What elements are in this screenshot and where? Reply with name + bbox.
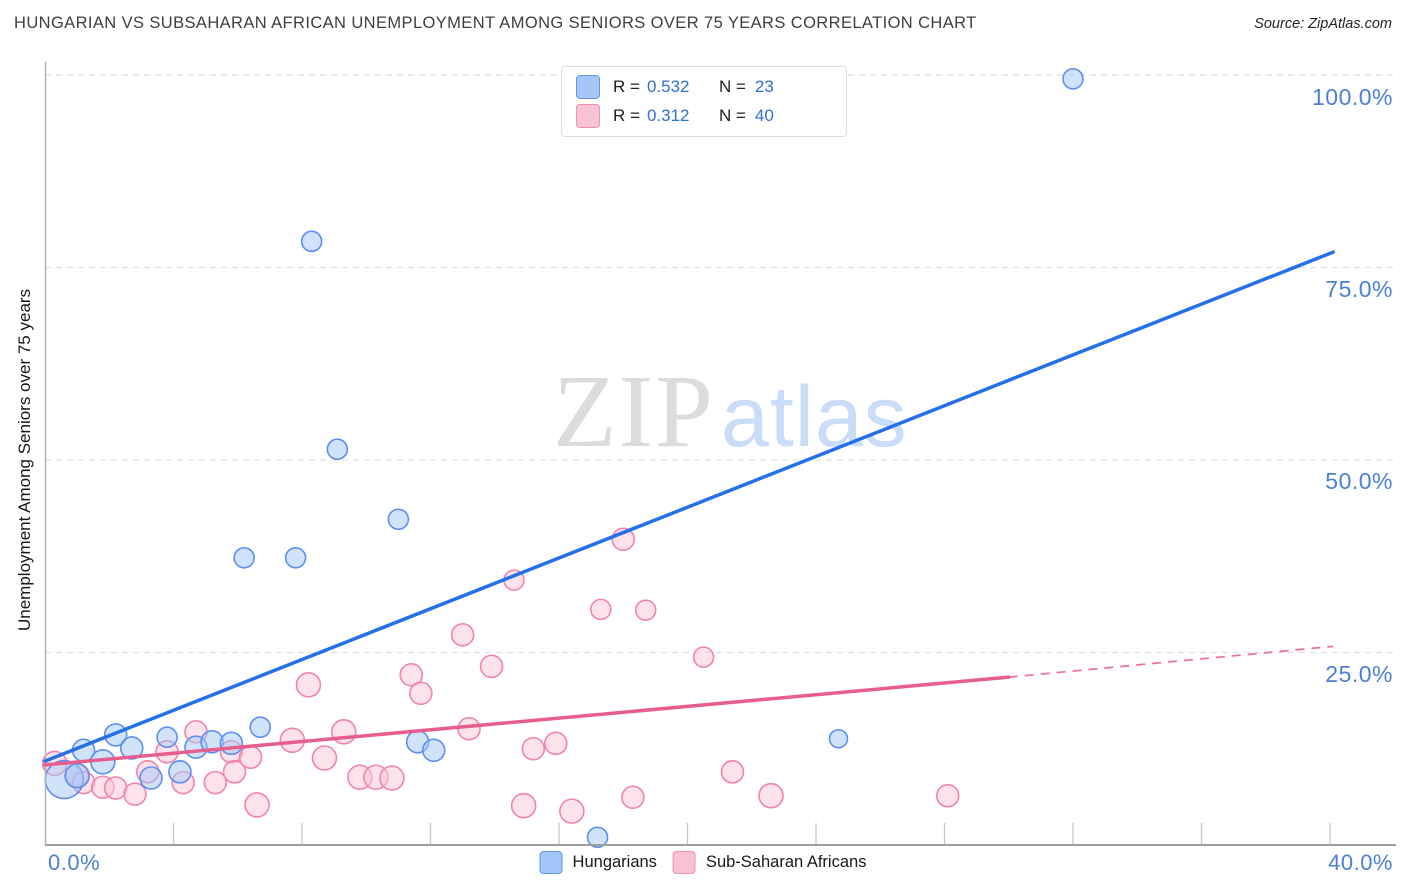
n-label: N = bbox=[718, 77, 746, 96]
point-hungarians[interactable] bbox=[233, 546, 255, 569]
point-hungarians[interactable] bbox=[219, 731, 244, 756]
point-sub-saharan-africans[interactable] bbox=[311, 745, 338, 771]
point-hungarians[interactable] bbox=[387, 508, 410, 531]
hungarians-legend-label: Hungarians bbox=[572, 853, 657, 871]
r-value: 0.532 bbox=[646, 77, 690, 96]
subsaharan-legend-label: Sub-Saharan Africans bbox=[705, 853, 867, 871]
point-hungarians[interactable] bbox=[139, 766, 163, 790]
trendline-extension-sub-saharan-africans bbox=[1008, 645, 1334, 679]
legend-item-hungarians[interactable]: Hungarians bbox=[539, 851, 657, 874]
point-sub-saharan-africans[interactable] bbox=[379, 765, 405, 791]
stats-legend-box: R = 0.532 N = 23 R = 0.312 N = 40 bbox=[561, 66, 847, 137]
point-hungarians[interactable] bbox=[64, 762, 90, 789]
point-sub-saharan-africans[interactable] bbox=[589, 598, 612, 621]
series-legend: Hungarians Sub-Saharan Africans bbox=[539, 851, 867, 874]
point-hungarians[interactable] bbox=[828, 728, 849, 749]
point-hungarians[interactable] bbox=[249, 716, 272, 738]
point-sub-saharan-africans[interactable] bbox=[295, 672, 322, 698]
x-axis-max-label: 40.0% bbox=[1328, 850, 1393, 875]
page-title: HUNGARIAN VS SUBSAHARAN AFRICAN UNEMPLOY… bbox=[14, 14, 977, 32]
point-sub-saharan-africans[interactable] bbox=[479, 654, 504, 679]
point-sub-saharan-africans[interactable] bbox=[244, 792, 270, 818]
n-value: 23 bbox=[754, 77, 774, 96]
n-value: 40 bbox=[754, 106, 774, 125]
point-sub-saharan-africans[interactable] bbox=[409, 681, 433, 706]
point-sub-saharan-africans[interactable] bbox=[521, 736, 546, 761]
point-hungarians[interactable] bbox=[284, 546, 307, 569]
point-hungarians[interactable] bbox=[326, 438, 349, 461]
stats-legend-row-hungarians: R = 0.532 N = 23 bbox=[576, 75, 832, 99]
legend-item-subsaharan[interactable]: Sub-Saharan Africans bbox=[672, 851, 867, 874]
subsaharan-legend-swatch bbox=[672, 851, 696, 874]
subsaharan-swatch bbox=[576, 104, 600, 128]
point-sub-saharan-africans[interactable] bbox=[543, 731, 568, 756]
point-sub-saharan-africans[interactable] bbox=[399, 663, 424, 687]
y-tick-label-25: 25.0% bbox=[1325, 661, 1393, 687]
trendline-sub-saharan-africans bbox=[43, 675, 1011, 767]
x-axis-min-label: 0.0% bbox=[48, 850, 101, 875]
point-hungarians[interactable] bbox=[156, 726, 178, 749]
y-tick-label-100: 100.0% bbox=[1311, 84, 1393, 110]
point-hungarians[interactable] bbox=[300, 230, 323, 253]
n-label: N = bbox=[718, 106, 746, 125]
point-sub-saharan-africans[interactable] bbox=[203, 770, 228, 795]
point-sub-saharan-africans[interactable] bbox=[238, 745, 263, 770]
point-sub-saharan-africans[interactable] bbox=[450, 622, 475, 647]
point-sub-saharan-africans[interactable] bbox=[222, 760, 247, 784]
point-hungarians[interactable] bbox=[421, 738, 446, 763]
point-sub-saharan-africans[interactable] bbox=[123, 782, 147, 806]
point-sub-saharan-africans[interactable] bbox=[621, 785, 645, 810]
source-attribution: Source: ZipAtlas.com bbox=[1254, 16, 1392, 32]
point-sub-saharan-africans[interactable] bbox=[720, 760, 745, 784]
point-sub-saharan-africans[interactable] bbox=[510, 792, 537, 819]
point-sub-saharan-africans[interactable] bbox=[935, 783, 960, 808]
point-sub-saharan-africans[interactable] bbox=[692, 646, 715, 668]
r-value: 0.312 bbox=[646, 106, 690, 125]
point-sub-saharan-africans[interactable] bbox=[559, 798, 585, 824]
stats-legend-row-subsaharan: R = 0.312 N = 40 bbox=[576, 104, 832, 128]
hungarians-swatch bbox=[576, 75, 600, 99]
point-sub-saharan-africans[interactable] bbox=[634, 599, 657, 621]
y-tick-label-75: 75.0% bbox=[1325, 276, 1393, 302]
point-hungarians[interactable] bbox=[1062, 68, 1084, 90]
point-hungarians[interactable] bbox=[586, 826, 609, 849]
hungarians-legend-swatch bbox=[539, 851, 563, 874]
r-label: R = bbox=[613, 77, 640, 96]
point-hungarians[interactable] bbox=[168, 760, 192, 784]
y-tick-label-50: 50.0% bbox=[1325, 468, 1393, 494]
trendline-hungarians bbox=[43, 250, 1335, 763]
point-hungarians[interactable] bbox=[119, 736, 144, 760]
r-label: R = bbox=[613, 106, 640, 125]
point-sub-saharan-africans[interactable] bbox=[758, 782, 784, 809]
